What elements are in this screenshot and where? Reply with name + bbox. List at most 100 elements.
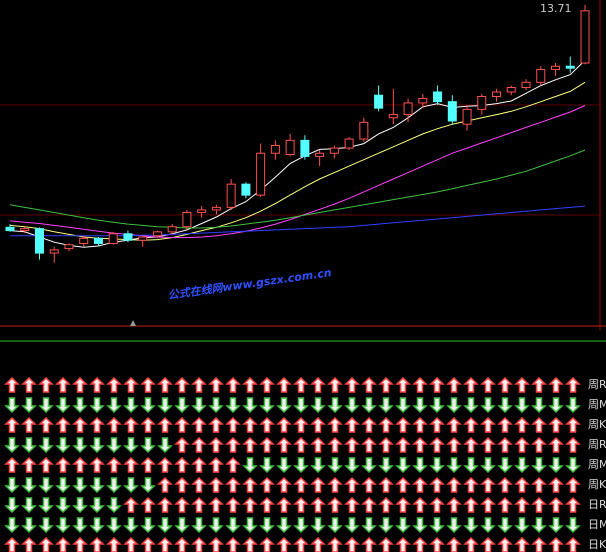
arrow-down	[361, 457, 377, 474]
arrow-up	[361, 416, 377, 433]
row-label: 日K	[588, 538, 606, 551]
arrow-up	[72, 416, 88, 433]
arrow-up	[310, 416, 326, 433]
candle-body	[182, 212, 192, 228]
arrow-up	[72, 456, 88, 473]
arrow-down	[361, 517, 377, 534]
arrow-up	[208, 476, 224, 493]
arrow-up	[293, 436, 309, 453]
arrow-down	[242, 397, 258, 414]
arrow-up	[378, 536, 394, 552]
arrow-down	[327, 397, 343, 414]
arrow-down	[293, 397, 309, 414]
arrow-up	[327, 476, 343, 493]
arrow-up	[378, 476, 394, 493]
candle-body	[565, 65, 575, 69]
arrow-up	[276, 536, 292, 552]
arrow-up	[344, 536, 360, 552]
arrow-down	[259, 397, 275, 414]
arrow-down	[395, 457, 411, 474]
arrow-up	[4, 376, 20, 393]
arrow-up	[89, 456, 105, 473]
arrow-up	[446, 476, 462, 493]
candle-body	[418, 97, 428, 104]
arrow-down	[395, 397, 411, 414]
arrow-down	[327, 517, 343, 534]
arrow-up	[310, 496, 326, 513]
arrow-down	[106, 517, 122, 534]
arrow-up	[123, 536, 139, 552]
arrow-up	[106, 456, 122, 473]
arrow-up	[565, 496, 581, 513]
arrow-down	[157, 397, 173, 414]
arrow-up	[242, 496, 258, 513]
arrow-down	[378, 457, 394, 474]
arrow-down	[276, 397, 292, 414]
arrow-up	[174, 376, 190, 393]
arrow-up	[514, 496, 530, 513]
arrow-down	[327, 457, 343, 474]
arrow-up	[463, 436, 479, 453]
arrow-up	[531, 476, 547, 493]
arrow-down	[4, 437, 20, 454]
arrow-up	[21, 376, 37, 393]
candle-body	[506, 86, 516, 93]
arrow-up	[531, 536, 547, 552]
arrow-up	[514, 416, 530, 433]
arrow-up	[225, 376, 241, 393]
arrow-down	[531, 397, 547, 414]
arrow-up	[157, 456, 173, 473]
arrow-down	[72, 437, 88, 454]
arrow-down	[140, 437, 156, 454]
arrow-up	[497, 496, 513, 513]
row-label: 日M	[588, 518, 606, 531]
arrow-up	[497, 436, 513, 453]
arrow-down	[4, 477, 20, 494]
arrow-down	[174, 517, 190, 534]
candle-body	[108, 233, 118, 244]
arrow-down	[378, 397, 394, 414]
arrow-up	[72, 376, 88, 393]
moving-average	[10, 205, 586, 237]
candle-body	[492, 91, 502, 98]
arrow-up	[242, 476, 258, 493]
arrow-down	[276, 457, 292, 474]
arrow-down	[55, 477, 71, 494]
arrow-up	[378, 376, 394, 393]
arrow-up	[140, 536, 156, 552]
arrow-up	[480, 536, 496, 552]
arrow-down	[446, 517, 462, 534]
candle-body	[462, 108, 472, 125]
arrow-up	[123, 416, 139, 433]
candle-body	[388, 114, 398, 119]
candle-body	[197, 209, 207, 214]
arrow-up	[310, 376, 326, 393]
arrow-down	[106, 397, 122, 414]
arrow-down	[242, 517, 258, 534]
arrow-up	[361, 376, 377, 393]
candle-body	[403, 102, 413, 116]
arrow-down	[89, 497, 105, 514]
arrow-up	[327, 436, 343, 453]
arrow-down	[463, 517, 479, 534]
arrow-down	[72, 477, 88, 494]
arrow-up	[480, 476, 496, 493]
arrow-down	[429, 517, 445, 534]
arrow-up	[21, 456, 37, 473]
arrow-down	[429, 397, 445, 414]
arrow-down	[106, 437, 122, 454]
arrow-up	[378, 436, 394, 453]
arrow-up	[565, 436, 581, 453]
arrow-up	[55, 376, 71, 393]
arrow-up	[548, 376, 564, 393]
candle-body	[300, 139, 310, 157]
arrow-up	[429, 416, 445, 433]
arrow-up	[514, 536, 530, 552]
candle-body	[49, 249, 59, 254]
row-label: 日R	[588, 498, 606, 511]
arrow-down	[21, 497, 37, 514]
candle-body	[93, 237, 103, 244]
arrow-up	[548, 416, 564, 433]
arrow-up	[4, 456, 20, 473]
arrow-up	[242, 376, 258, 393]
